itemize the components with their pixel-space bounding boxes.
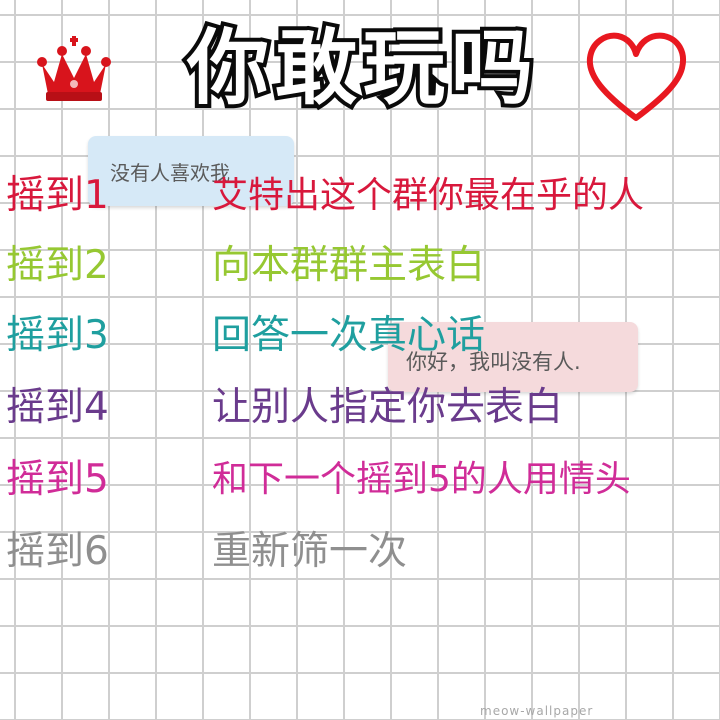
rule-label: 摇到1 bbox=[6, 173, 109, 218]
rule-label: 摇到5 bbox=[6, 457, 109, 502]
rule-task: 艾特出这个群你最在乎的人 bbox=[212, 175, 645, 216]
rule-task: 重新筛一次 bbox=[212, 529, 408, 574]
rule-label: 摇到3 bbox=[6, 313, 109, 358]
rule-task: 让别人指定你去表白 bbox=[212, 385, 564, 430]
rule-row-1: 摇到1 艾特出这个群你最在乎的人 bbox=[0, 158, 720, 218]
rule-row-5: 摇到5 和下一个摇到5的人用情头 bbox=[0, 442, 720, 502]
heart-icon bbox=[586, 32, 686, 121]
rule-task: 向本群群主表白 bbox=[212, 243, 486, 288]
sticky-note-middle: 你好，我叫没有人. bbox=[388, 322, 638, 392]
watermark: meow-wallpaper bbox=[480, 704, 594, 718]
rule-task: 和下一个摇到5的人用情头 bbox=[212, 459, 631, 500]
rule-label: 摇到4 bbox=[6, 385, 109, 430]
rule-row-6: 摇到6 重新筛一次 bbox=[0, 514, 720, 574]
rule-label: 摇到2 bbox=[6, 243, 109, 288]
page-title: 你敢玩吗 bbox=[183, 17, 539, 120]
sticky-note-top: 没有人喜欢我 bbox=[88, 136, 294, 206]
rule-task: 回答一次真心话 bbox=[212, 313, 486, 358]
rule-row-3: 摇到3 回答一次真心话 bbox=[0, 298, 720, 358]
rule-label: 摇到6 bbox=[6, 529, 109, 574]
rule-row-2: 摇到2 向本群群主表白 bbox=[0, 228, 720, 288]
rule-row-4: 摇到4 让别人指定你去表白 bbox=[0, 370, 720, 430]
crown-icon bbox=[37, 36, 111, 101]
